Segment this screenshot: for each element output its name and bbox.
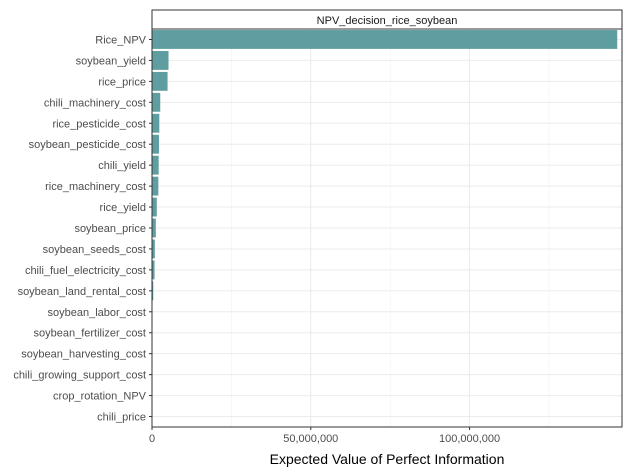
plot-panel: Rice_NPV soybean_yield rice_price chili_mac… <box>13 28 623 445</box>
y-tick-label: soybean_harvesting_cost <box>21 349 146 361</box>
y-tick-label: soybean_seeds_cost <box>43 244 146 256</box>
y-tick-label: rice_machinery_cost <box>45 181 146 193</box>
bar-soybean_land_rental_cost <box>152 281 154 301</box>
bar-Rice_NPV <box>152 30 618 49</box>
y-tick-label: chili_growing_support_cost <box>13 370 146 382</box>
bar-rice_machinery_cost <box>152 176 159 196</box>
y-tick-label: rice_pesticide_cost <box>52 118 146 130</box>
bar-soybean_price <box>152 218 156 238</box>
x-tick-label: 100,000,000 <box>439 433 500 445</box>
bar-rice_pesticide_cost <box>152 113 160 133</box>
bar-chili_fuel_electricity_cost <box>152 260 155 280</box>
x-tick-label: 0 <box>149 433 155 445</box>
bar-rice_price <box>152 71 168 91</box>
y-tick-label: soybean_fertilizer_cost <box>33 328 146 340</box>
y-tick-label: chili_price <box>97 412 146 424</box>
bar-soybean_seeds_cost <box>152 239 155 259</box>
y-tick-label: chili_yield <box>98 160 146 172</box>
y-tick-label: crop_rotation_NPV <box>53 391 147 403</box>
y-tick-label: rice_yield <box>100 202 146 214</box>
bar-chili_machinery_cost <box>152 92 161 112</box>
x-tick-label: 50,000,000 <box>283 433 338 445</box>
panel-border <box>151 28 623 428</box>
chart-title: NPV_decision_rice_soybean <box>317 15 458 27</box>
x-axis-title: Expected Value of Perfect Information <box>270 451 505 467</box>
y-tick-label: soybean_land_rental_cost <box>18 286 146 298</box>
y-tick-label: soybean_pesticide_cost <box>29 139 146 151</box>
y-tick-label: Rice_NPV <box>95 34 146 46</box>
bar-soybean_pesticide_cost <box>152 134 159 154</box>
y-tick-label: rice_price <box>98 76 146 88</box>
y-tick-label: soybean_yield <box>76 55 146 67</box>
bar-soybean_yield <box>152 50 169 70</box>
y-tick-label: soybean_price <box>74 223 146 235</box>
y-tick-label: soybean_labor_cost <box>48 307 146 319</box>
y-tick-label: chili_fuel_electricity_cost <box>25 265 146 277</box>
y-tick-label: chili_machinery_cost <box>44 97 146 109</box>
bar-rice_yield <box>152 197 157 217</box>
bar-chili_yield <box>152 155 159 175</box>
